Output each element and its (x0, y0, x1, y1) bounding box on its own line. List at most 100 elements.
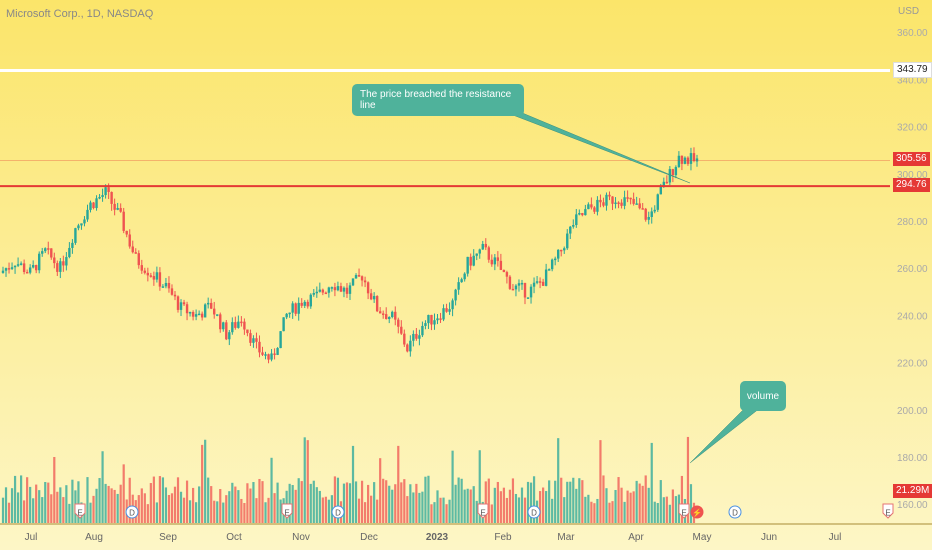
y-tick-label: 160.00 (897, 500, 928, 511)
volume-annotation[interactable]: volume (740, 381, 786, 411)
candle-body (345, 287, 349, 294)
earnings-marker-icon (477, 503, 489, 519)
candle-body (234, 322, 237, 328)
candle-body (4, 268, 8, 271)
volume-bar (146, 504, 149, 523)
candle-body (137, 253, 140, 266)
candle-body (309, 294, 312, 307)
candle-body (237, 321, 240, 328)
candle-body (421, 325, 424, 336)
volume-bar (89, 502, 92, 523)
volume-bar (161, 477, 165, 523)
y-tick-label: 360.00 (897, 28, 928, 39)
volume-bar (68, 503, 71, 523)
candle-body (312, 293, 315, 295)
candle-body (496, 257, 500, 261)
volume-bar (514, 493, 518, 523)
candle-body (276, 348, 279, 355)
volume-bar (551, 498, 554, 523)
candle-body (478, 249, 481, 254)
event-marker-label: E (284, 509, 289, 518)
volume-bar (581, 480, 584, 523)
volume-bar (517, 497, 521, 523)
candle-body (65, 257, 68, 266)
candle-body (92, 202, 95, 209)
candle-body (484, 243, 487, 248)
candle-body (34, 265, 38, 271)
volume-bar (523, 497, 527, 523)
candle-body (167, 282, 171, 289)
x-tick-label: Jun (761, 532, 777, 543)
candle-body (439, 318, 442, 320)
volume-bar (35, 484, 38, 523)
volume-bar (490, 504, 493, 523)
candle-body (653, 209, 656, 212)
volume-bar (92, 495, 95, 523)
candle-body (620, 202, 623, 206)
volume-bar (412, 492, 415, 523)
volume-bar (176, 477, 180, 523)
volume-bar (267, 497, 270, 523)
candle-body (68, 247, 71, 258)
candle-body (342, 287, 346, 292)
event-marker-label: D (129, 509, 135, 518)
volume-bar (472, 486, 475, 523)
volume-bar (445, 504, 448, 523)
candle-body (394, 311, 397, 320)
volume-bar (668, 504, 671, 523)
volume-bar (572, 477, 575, 523)
volume-bar (297, 478, 300, 523)
volume-bar (403, 479, 406, 523)
volume-bar (548, 480, 551, 523)
dividend-marker-icon (331, 505, 345, 519)
volume-bar (38, 490, 41, 523)
candle-body (644, 208, 647, 220)
candle-body (28, 267, 32, 273)
candle-body (53, 257, 56, 264)
candle-body (541, 281, 545, 286)
event-marker-label: E (77, 509, 82, 518)
x-tick-label: 2023 (426, 532, 449, 543)
candle-body (258, 341, 261, 353)
volume-bar (680, 475, 684, 523)
volume-bar (264, 502, 267, 523)
candle-body (25, 271, 29, 274)
volume-bar (185, 480, 189, 523)
volume-bar (436, 490, 439, 523)
volume-bar (71, 479, 74, 523)
symbol-title: Microsoft Corp., 1D, NASDAQ (6, 8, 154, 20)
candle-body (231, 322, 234, 333)
volume-bar (632, 491, 635, 523)
candle-body (185, 304, 189, 314)
candle-body (563, 248, 566, 251)
resistance-annotation[interactable]: The price breached the resistance line (352, 84, 524, 116)
volume-bar (170, 493, 174, 523)
candle-body (572, 225, 575, 227)
volume-bar (502, 487, 505, 523)
volume-bar (662, 497, 665, 523)
candle-body (303, 301, 306, 306)
candle-body (170, 288, 174, 295)
candle-body (267, 354, 270, 360)
candle-body (466, 256, 469, 274)
volume-bar (258, 478, 261, 523)
volume-bar (563, 497, 566, 523)
candle-body (502, 269, 506, 273)
volume-bar (529, 482, 533, 523)
candle-body (535, 281, 539, 283)
candle-body (10, 267, 14, 269)
x-tick-label: May (693, 532, 712, 543)
candle-body (584, 209, 587, 216)
event-marker-label: E (681, 509, 686, 518)
candle-body (315, 291, 319, 294)
volume-bar (291, 485, 294, 523)
volume-bar (532, 476, 536, 523)
volume-bar (300, 481, 303, 523)
candle-body (240, 321, 243, 324)
candle-body (116, 208, 119, 210)
candle-body (249, 333, 252, 343)
volume-bar (360, 480, 364, 523)
volume-bar (478, 450, 481, 523)
